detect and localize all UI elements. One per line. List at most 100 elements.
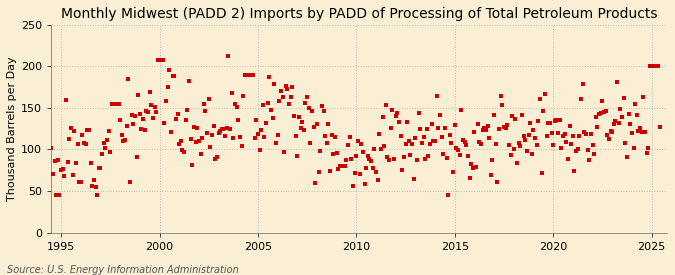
Point (154, 57, 165, 62)
Point (364, 157, 375, 161)
Point (504, 143, 514, 147)
Point (317, 103, 327, 108)
Point (441, 156, 452, 161)
Point (196, 136, 207, 140)
Point (379, 144, 389, 148)
Point (453, 148, 464, 152)
Point (103, 129, 114, 133)
Point (230, 101, 240, 106)
Point (165, 130, 176, 134)
Point (105, 149, 115, 154)
Point (416, 141, 427, 145)
Point (653, 64, 664, 69)
Point (338, 164, 348, 168)
Point (176, 139, 186, 143)
Point (263, 101, 273, 105)
Point (421, 127, 432, 131)
Point (505, 153, 516, 157)
Point (336, 164, 347, 168)
Point (79, 141, 90, 145)
Point (64, 137, 75, 142)
Point (252, 132, 263, 136)
Point (513, 141, 524, 145)
Point (569, 169, 580, 173)
Point (202, 131, 213, 135)
Point (608, 122, 619, 126)
Point (512, 161, 522, 165)
Point (213, 131, 224, 135)
Point (195, 152, 206, 156)
Point (156, 57, 167, 62)
Point (398, 155, 409, 159)
Point (615, 107, 626, 111)
Point (194, 139, 205, 143)
Point (390, 114, 401, 118)
Point (541, 134, 552, 138)
Point (574, 134, 585, 138)
Point (209, 123, 219, 128)
Point (139, 128, 150, 132)
Point (185, 136, 196, 141)
Point (528, 128, 539, 132)
Point (539, 92, 550, 96)
Point (167, 73, 178, 78)
Point (352, 139, 363, 143)
Point (65, 126, 76, 130)
Point (381, 103, 392, 108)
Point (617, 115, 628, 119)
Point (648, 64, 659, 69)
Point (341, 158, 352, 162)
Point (564, 123, 575, 128)
Point (431, 94, 442, 98)
Point (554, 118, 565, 122)
Point (404, 139, 414, 143)
Point (448, 169, 458, 174)
Point (595, 110, 606, 115)
Point (138, 117, 148, 122)
Point (474, 140, 485, 144)
Point (217, 126, 227, 131)
Point (543, 121, 554, 125)
Point (87, 184, 98, 188)
Point (62, 160, 73, 164)
Point (600, 109, 611, 113)
Point (450, 123, 460, 127)
Point (248, 73, 259, 77)
Point (161, 99, 171, 103)
Point (487, 158, 498, 163)
Point (583, 148, 593, 152)
Point (408, 177, 419, 181)
Point (277, 95, 288, 100)
Point (628, 145, 639, 150)
Point (241, 73, 252, 77)
Point (149, 105, 160, 109)
Point (481, 128, 491, 132)
Point (387, 107, 398, 112)
Point (516, 113, 527, 117)
Point (54, 193, 65, 197)
Point (427, 122, 437, 126)
Point (371, 170, 381, 174)
Point (184, 79, 194, 83)
Point (641, 151, 652, 155)
Point (102, 138, 113, 142)
Point (294, 115, 304, 119)
Point (522, 148, 533, 153)
Point (561, 140, 572, 144)
Point (234, 135, 245, 139)
Point (153, 57, 163, 62)
Point (226, 91, 237, 95)
Point (410, 136, 421, 141)
Point (396, 134, 406, 138)
Point (321, 141, 332, 145)
Point (188, 125, 199, 129)
Point (375, 147, 386, 151)
Point (326, 133, 337, 138)
Point (128, 122, 138, 127)
Point (469, 130, 480, 134)
Point (524, 121, 535, 125)
Point (110, 101, 121, 106)
Point (372, 178, 383, 182)
Point (308, 125, 319, 129)
Point (246, 73, 256, 77)
